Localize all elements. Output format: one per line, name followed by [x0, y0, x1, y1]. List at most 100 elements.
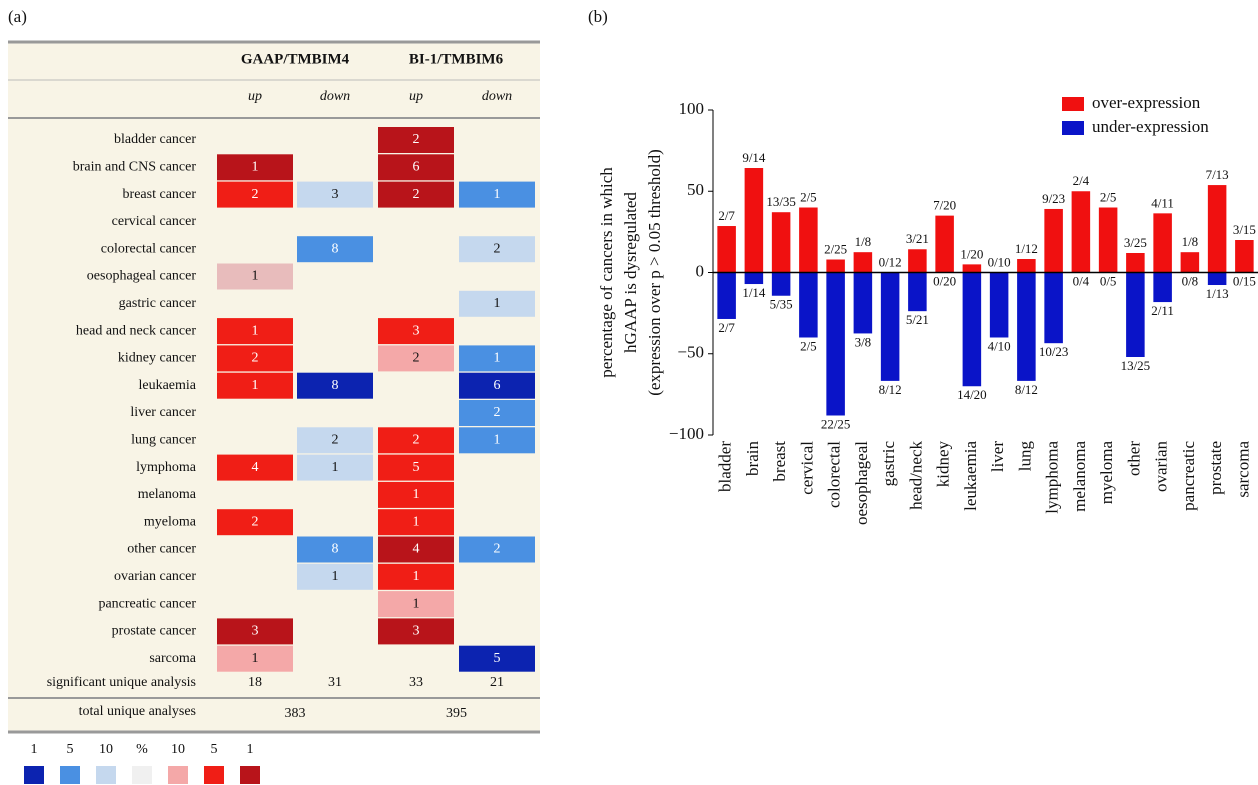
total-value: 33: [409, 675, 423, 690]
value-label: 5/21: [906, 312, 929, 327]
cell-fill: [459, 427, 535, 454]
bar: [989, 272, 1009, 338]
cell-value: 2: [413, 132, 420, 147]
legend-swatch: [132, 766, 152, 784]
value-label: 10/23: [1039, 344, 1069, 359]
legend-swatch: [96, 766, 116, 784]
bar: [744, 272, 764, 285]
cell-fill: [378, 181, 454, 208]
bar: [744, 168, 764, 273]
bar: [799, 207, 818, 273]
legend-label: 1: [31, 742, 38, 757]
value-label: 1/8: [855, 234, 872, 249]
value-label: 5/35: [770, 297, 793, 312]
cell-fill: [297, 427, 373, 454]
cell-fill: [217, 618, 293, 645]
y-axis-label: hGAAP is dysregulated: [621, 192, 640, 353]
value-label: 3/8: [855, 334, 872, 349]
cell-value: 1: [332, 460, 339, 475]
cell-fill: [297, 372, 373, 399]
value-label: 2/7: [718, 320, 735, 335]
cell-value: 1: [252, 269, 259, 284]
value-label: 0/4: [1073, 273, 1090, 288]
cell-value: 2: [252, 351, 259, 366]
cell-fill: [378, 345, 454, 372]
row-label: myeloma: [144, 514, 197, 529]
legend-swatch: [204, 766, 224, 784]
legend-label: 10: [99, 742, 113, 757]
legend-label: 5: [67, 742, 74, 757]
bar: [1126, 253, 1145, 273]
bar: [1017, 259, 1036, 273]
value-label: 0/12: [879, 254, 902, 269]
bar: [1180, 252, 1200, 273]
x-tick-label: myeloma: [1097, 441, 1116, 505]
cell-fill: [297, 181, 373, 208]
x-tick-label: head/neck: [906, 441, 925, 510]
x-tick-label: other: [1124, 441, 1143, 476]
bar: [935, 215, 954, 273]
row-label: cervical cancer: [112, 214, 197, 229]
cell-fill: [217, 154, 293, 181]
row-label: total unique analyses: [79, 704, 196, 719]
bar: [717, 226, 736, 273]
x-tick-label: leukaemia: [961, 441, 980, 511]
value-label: 1/14: [742, 285, 766, 300]
cell-value: 2: [413, 187, 420, 202]
cell-value: 1: [252, 160, 259, 175]
cell-fill: [459, 372, 535, 399]
value-label: 14/20: [957, 387, 987, 402]
row-label: prostate cancer: [112, 624, 197, 639]
x-tick-label: oesophageal: [852, 441, 871, 525]
legend-label: 1: [247, 742, 254, 757]
cell-fill: [217, 318, 293, 345]
value-label: 2/5: [800, 338, 817, 353]
x-tick-label: lymphoma: [1043, 441, 1062, 514]
cell-value: 2: [413, 433, 420, 448]
row-label: oesophageal cancer: [87, 269, 197, 284]
x-tick-label: prostate: [1206, 441, 1225, 495]
x-tick-label: melanoma: [1070, 441, 1089, 512]
value-label: 3/15: [1233, 222, 1256, 237]
row-label: kidney cancer: [118, 351, 196, 366]
legend-swatch: [1062, 97, 1084, 111]
value-label: 7/13: [1206, 167, 1229, 182]
bar: [771, 212, 791, 273]
value-label: 4/11: [1151, 195, 1174, 210]
bar: [880, 272, 900, 381]
legend-label: over-expression: [1092, 93, 1201, 112]
row-label: leukaemia: [138, 378, 196, 393]
value-label: 8/12: [879, 382, 902, 397]
value-label: 3/25: [1124, 235, 1147, 250]
legend-label: under-expression: [1092, 117, 1209, 136]
x-tick-label: bladder: [716, 441, 735, 492]
value-label: 2/5: [1100, 189, 1117, 204]
cell-value: 5: [494, 651, 501, 666]
cell-value: 3: [413, 323, 420, 338]
bar: [962, 264, 982, 273]
bar: [1071, 191, 1091, 273]
value-label: 2/25: [824, 241, 847, 256]
row-label: lung cancer: [131, 433, 196, 448]
row-label: head and neck cancer: [76, 323, 196, 338]
value-label: 2/11: [1151, 303, 1174, 318]
value-label: 8/12: [1015, 382, 1038, 397]
cell-value: 1: [494, 187, 501, 202]
total-value: 21: [490, 675, 504, 690]
legend-swatch: [24, 766, 44, 784]
column-header: up: [409, 89, 423, 104]
cell-value: 1: [252, 323, 259, 338]
cell-fill: [217, 454, 293, 481]
column-header: down: [482, 89, 512, 104]
row-label: liver cancer: [130, 405, 196, 420]
column-header: up: [248, 89, 262, 104]
cell-fill: [378, 154, 454, 181]
cell-value: 1: [413, 596, 420, 611]
row-label: significant unique analysis: [47, 675, 196, 690]
cell-value: 1: [252, 651, 259, 666]
cell-fill: [378, 591, 454, 618]
cell-value: 1: [494, 433, 501, 448]
cell-fill: [459, 536, 535, 563]
cell-value: 1: [494, 351, 501, 366]
